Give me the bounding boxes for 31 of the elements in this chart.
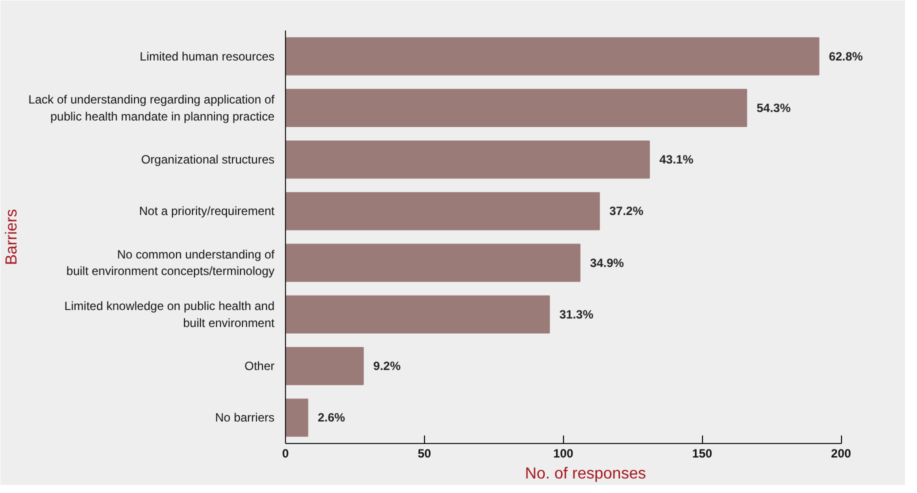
annotation: 31.3%	[559, 307, 594, 322]
x-tick-label: 0	[282, 446, 290, 460]
annotation: 54.3%	[756, 100, 791, 115]
annotation: 9.2%	[373, 359, 401, 374]
y-tick-label: Other	[244, 359, 275, 374]
x-tick-label: 50	[418, 446, 432, 460]
bar	[286, 88, 748, 128]
annotation: 2.6%	[318, 410, 346, 425]
bar	[286, 244, 580, 282]
y-tick-label: Not a priority/requirement	[139, 204, 276, 218]
x-tick-label: 150	[692, 446, 713, 460]
bar	[286, 398, 308, 437]
bar	[286, 192, 600, 230]
annotation: 37.2%	[609, 204, 644, 218]
y-tick-label: Lack of understanding regarding application of public health mandate in planning practice	[28, 92, 276, 124]
y-tick-label: Limited knowledge on public health and built environment	[64, 299, 276, 330]
bar	[286, 37, 820, 76]
annotation: 43.1%	[659, 152, 694, 167]
x-axis-title: No. of responses	[525, 466, 646, 482]
y-tick-label: No common understanding of built environment concepts/terminology	[66, 247, 276, 278]
x-tick-label: 100	[553, 446, 574, 460]
bar	[286, 295, 550, 334]
bar	[286, 140, 650, 179]
annotation: 34.9%	[590, 256, 624, 270]
y-tick-label: No barriers	[215, 410, 275, 425]
bar	[286, 346, 364, 386]
y-tick-label: Organizational structures	[141, 152, 275, 167]
x-tick-label: 200	[831, 446, 852, 460]
y-tick-label: Limited human resources	[140, 49, 275, 64]
y-axis-title: Barriers	[3, 208, 20, 266]
annotation: 62.8%	[828, 49, 864, 64]
